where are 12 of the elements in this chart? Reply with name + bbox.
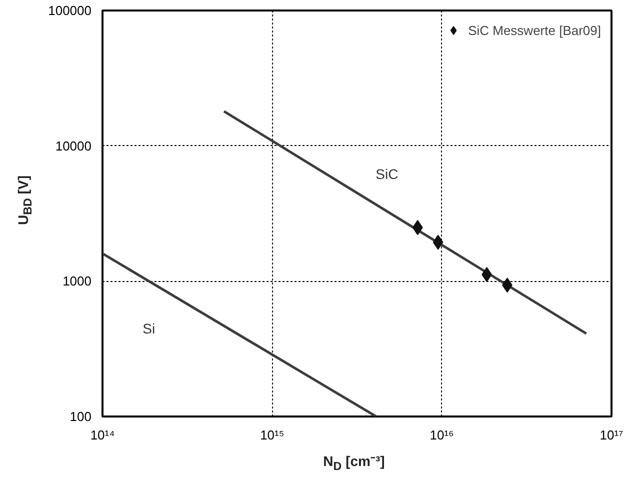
x-tick-label: 10¹⁷	[600, 428, 624, 442]
text: Si	[142, 320, 156, 336]
x-tick-label: 10¹⁵	[260, 428, 284, 442]
y-tick-label: 10000	[55, 138, 92, 154]
y-tick-label: 1000	[62, 274, 92, 289]
legend-label: SiC Messwerte [Bar09]	[468, 22, 601, 38]
x-tick-label: 10¹⁶	[430, 428, 454, 442]
y-tick-label: 100	[70, 409, 92, 424]
x-axis-title: N$_{D}$ [cm⁻³]	[322, 452, 386, 475]
series-label: SiC	[376, 166, 398, 182]
x-tick-label: 10¹⁴	[90, 428, 115, 442]
y-tick-label: 100000	[48, 3, 92, 18]
